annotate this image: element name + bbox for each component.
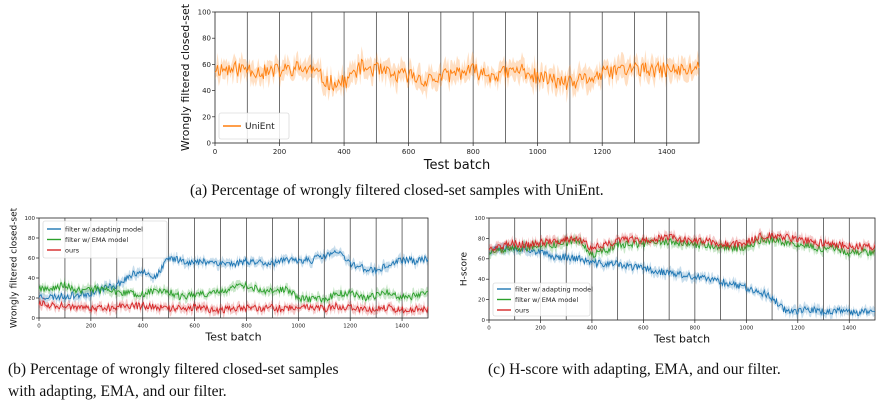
legend-entry: filter w/ adapting model (65, 225, 143, 233)
x-tick-label: 400 (587, 326, 598, 332)
legend-entry: ours (65, 246, 80, 254)
legend-entry: UniEnt (245, 122, 275, 132)
y-tick-label: 80 (28, 236, 35, 242)
x-tick-label: 0 (213, 148, 217, 156)
legend-entry: ours (515, 306, 530, 314)
y-tick-label: 20 (478, 298, 485, 304)
y-tick-label: 100 (25, 216, 36, 222)
y-tick-label: 80 (202, 35, 211, 43)
chart-c-h-score: 0 200 400 600 800 1000 1200 1400 0 20 40 60 80 100 Tes… (460, 216, 876, 346)
y-tick-label: 60 (202, 61, 211, 69)
y-tick-label: 20 (28, 296, 35, 302)
y-axis-label: Wrongly filtered closed-set (10, 207, 20, 328)
series-line-2 (38, 299, 429, 315)
legend-entry: filter w/ EMA model (515, 296, 578, 304)
y-tick-label: 40 (28, 276, 35, 282)
chart-a-unient: 0 200 400 600 800 1000 1200 1400 0 20 40 60 80 100 Tes… (179, 3, 700, 173)
y-tick-label: 20 (202, 113, 211, 121)
y-tick-label: 0 (32, 316, 36, 322)
legend-entry: filter w/ adapting model (515, 285, 593, 293)
y-tick-label: 40 (478, 277, 485, 283)
y-tick-label: 100 (198, 8, 211, 16)
series-line-1 (38, 280, 429, 304)
plot-area (214, 11, 700, 144)
x-tick-label: 800 (466, 148, 479, 156)
x-tick-label: 400 (137, 324, 148, 330)
legend: filter w/ adapting model filter w/ EMA mo… (42, 220, 168, 259)
x-tick-label: 1000 (739, 326, 753, 332)
x-tick-label: 1200 (593, 148, 611, 156)
legend-entry: filter w/ EMA model (65, 236, 128, 244)
x-tick-label: 600 (402, 148, 415, 156)
x-tick-label: 0 (37, 324, 41, 330)
y-tick-label: 0 (482, 318, 486, 324)
x-axis-label: Test batch (423, 158, 490, 173)
series-band-1 (489, 231, 875, 262)
x-tick-label: 0 (487, 326, 491, 332)
series-band-0 (39, 245, 428, 305)
series-line-0 (214, 58, 700, 92)
caption-c: (c) H-score with adapting, EMA, and our … (488, 361, 781, 378)
legend-box (42, 220, 168, 259)
y-tick-label: 40 (202, 87, 211, 95)
x-tick-label: 600 (638, 326, 649, 332)
y-tick-label: 100 (475, 216, 486, 222)
x-axis-label: Test batch (653, 333, 710, 346)
x-tick-label: 1400 (658, 148, 676, 156)
x-axis-label: Test batch (204, 331, 261, 344)
legend-box (492, 282, 591, 317)
legend: UniEnt (218, 112, 290, 140)
chart-b-wrongly-filtered: 0 200 400 600 800 1000 1200 1400 0 20 40 60 80 100 Tes… (10, 207, 429, 344)
x-tick-label: 600 (189, 324, 200, 330)
series-line-0 (488, 244, 876, 317)
y-axis-label: H-score (460, 251, 470, 286)
y-tick-label: 60 (478, 257, 485, 263)
caption-b-line1: (b) Percentage of wrongly filtered close… (8, 361, 339, 378)
x-tick-label: 1200 (791, 326, 805, 332)
x-tick-label: 1000 (291, 324, 305, 330)
x-tick-label: 200 (535, 326, 546, 332)
x-tick-label: 800 (690, 326, 701, 332)
x-tick-label: 1000 (529, 148, 547, 156)
y-tick-label: 80 (478, 236, 485, 242)
x-tick-label: 200 (86, 324, 97, 330)
series-band-0 (215, 46, 699, 103)
x-tick-label: 400 (337, 148, 350, 156)
series-line-2 (488, 232, 876, 252)
y-tick-label: 60 (28, 256, 35, 262)
series-band-1 (39, 276, 428, 306)
x-tick-label: 1200 (343, 324, 357, 330)
caption-b-line2: with adapting, EMA, and our filter. (8, 383, 227, 400)
x-tick-label: 1400 (842, 326, 856, 332)
x-tick-label: 1400 (395, 324, 409, 330)
y-axis-label: Wrongly filtered closed-set (179, 3, 192, 151)
legend: filter w/ adapting model filter w/ EMA mo… (492, 282, 593, 317)
caption-a: (a) Percentage of wrongly filtered close… (190, 182, 604, 199)
series-line-1 (488, 235, 876, 258)
legend-box (218, 112, 290, 140)
x-tick-label: 800 (241, 324, 252, 330)
y-tick-label: 0 (207, 139, 211, 147)
x-tick-label: 200 (273, 148, 286, 156)
